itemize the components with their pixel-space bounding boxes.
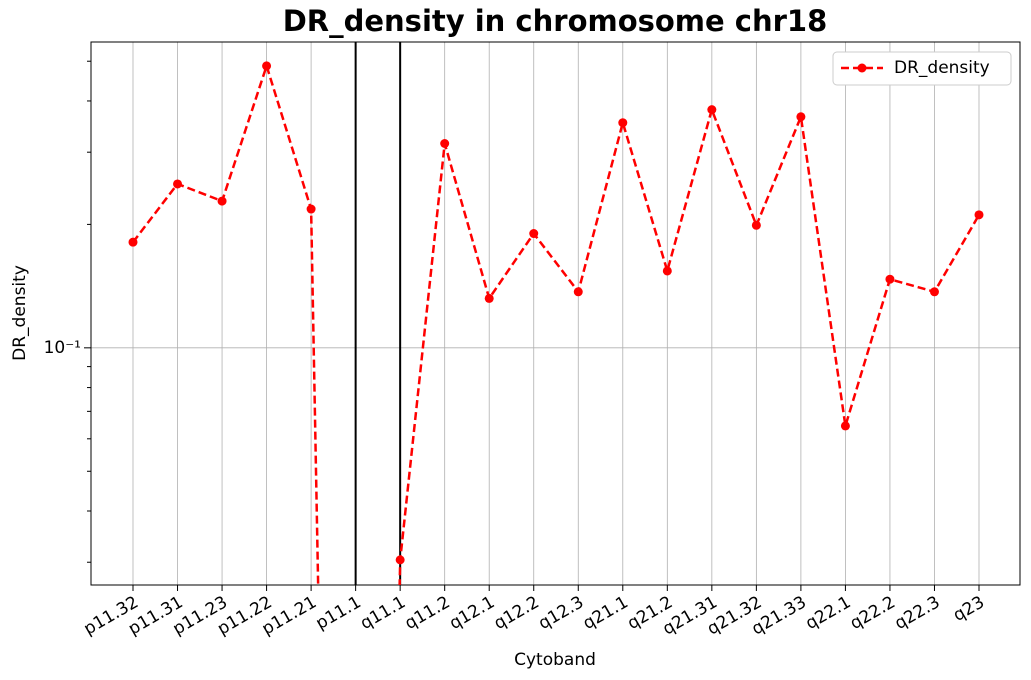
plot-area [128, 61, 984, 585]
data-point [484, 293, 494, 303]
data-point [217, 196, 227, 206]
data-point [885, 274, 895, 284]
data-point [440, 139, 450, 149]
y-axis-label: DR_density [10, 265, 30, 361]
x-tick-label: q12.2 [491, 592, 543, 634]
data-point [707, 105, 717, 115]
data-line [132, 61, 981, 585]
chart-title: DR_density in chromosome chr18 [283, 4, 828, 38]
data-point [796, 112, 806, 122]
data-point [751, 220, 761, 230]
x-tick-label: q11.2 [402, 592, 454, 634]
data-point [128, 237, 138, 247]
data-point [662, 266, 672, 276]
data-point [618, 118, 628, 128]
y-tick-label: 10⁻¹ [44, 338, 81, 358]
data-point [306, 204, 316, 214]
x-tick-label: q22.1 [802, 592, 854, 634]
data-point [173, 179, 183, 189]
x-tick-label: q11.1 [357, 592, 409, 634]
data-point [395, 555, 405, 565]
data-point [974, 210, 984, 220]
x-tick-label: q22.3 [891, 592, 943, 634]
x-tick-label: p11.1 [312, 592, 364, 634]
data-point [573, 287, 583, 297]
data-point [262, 61, 272, 71]
data-point [840, 421, 850, 431]
plot-frame [90, 41, 1021, 586]
legend-box [832, 51, 1012, 86]
x-tick-label: q23 [950, 592, 988, 626]
x-tick-label: q12.1 [446, 592, 498, 634]
x-axis-label: Cytoband [514, 650, 596, 670]
data-point [929, 287, 939, 297]
x-tick-label: q22.2 [847, 592, 899, 634]
data-point [529, 229, 539, 239]
x-tick-label: q21.1 [580, 592, 632, 634]
legend-label: DR_density [894, 58, 990, 78]
x-tick-label: q12.3 [535, 592, 587, 634]
legend-marker [857, 63, 867, 73]
